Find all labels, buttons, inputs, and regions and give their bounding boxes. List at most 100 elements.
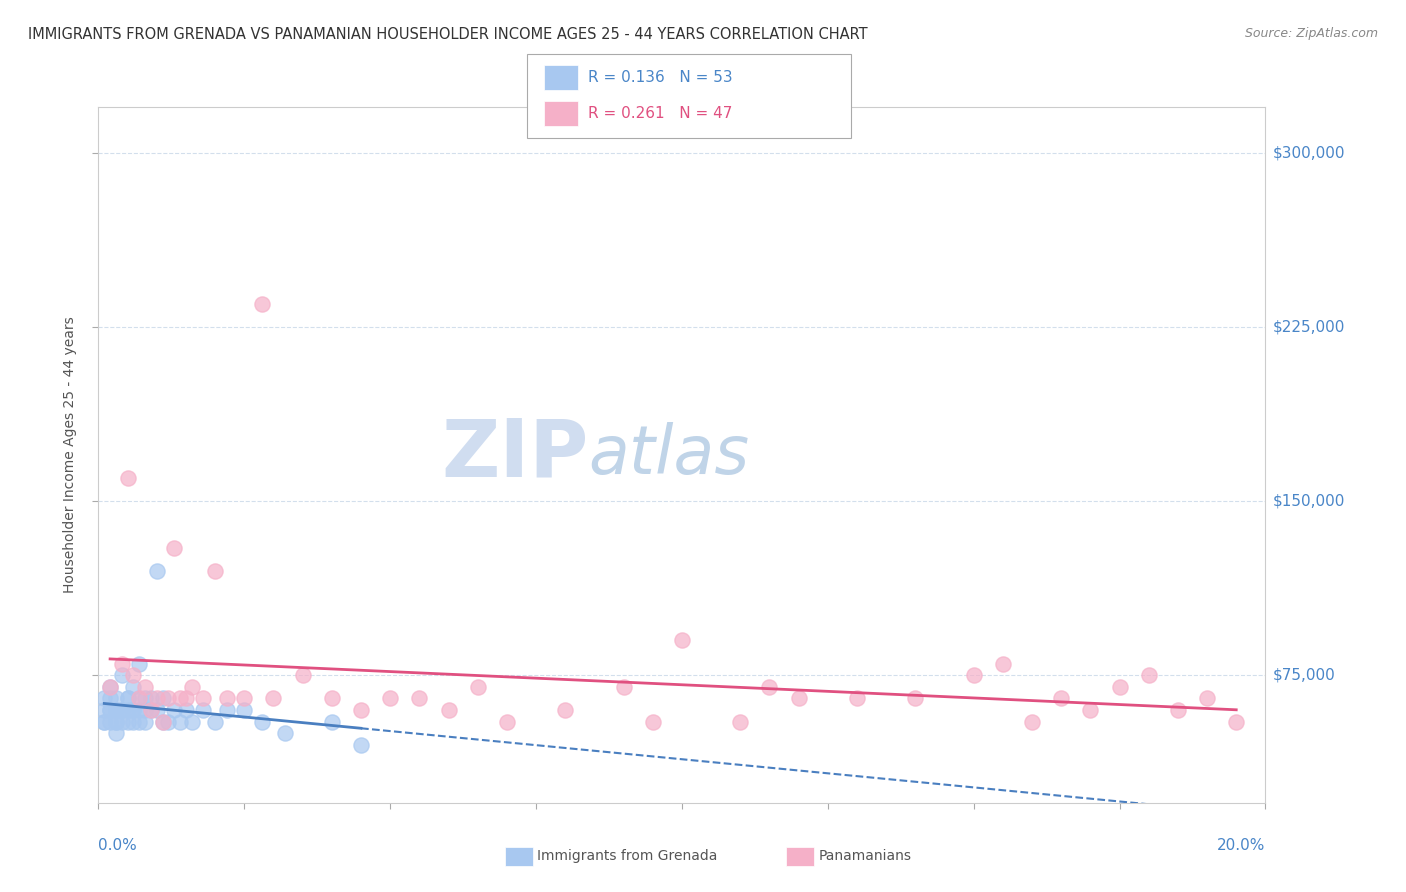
Point bbox=[845, 691, 868, 706]
Point bbox=[104, 714, 127, 729]
Text: 0.0%: 0.0% bbox=[98, 838, 138, 854]
Point bbox=[93, 714, 115, 729]
Point bbox=[146, 564, 169, 578]
Text: $225,000: $225,000 bbox=[1272, 320, 1344, 334]
Text: 20.0%: 20.0% bbox=[1218, 838, 1265, 854]
Point bbox=[122, 703, 145, 717]
Point bbox=[93, 714, 115, 729]
Point bbox=[787, 691, 810, 706]
Point bbox=[122, 703, 145, 717]
Point bbox=[146, 703, 169, 717]
Point bbox=[157, 714, 180, 729]
Point bbox=[111, 714, 134, 729]
Point bbox=[111, 703, 134, 717]
Point bbox=[641, 714, 664, 729]
Point bbox=[437, 703, 460, 717]
Point bbox=[215, 691, 238, 706]
Point bbox=[98, 714, 121, 729]
Point bbox=[146, 691, 169, 706]
Point bbox=[169, 714, 191, 729]
Point bbox=[991, 657, 1014, 671]
Point bbox=[174, 703, 197, 717]
Point bbox=[122, 714, 145, 729]
Point bbox=[128, 657, 150, 671]
Point bbox=[180, 680, 202, 694]
Point bbox=[1080, 703, 1102, 717]
Point bbox=[728, 714, 751, 729]
Point bbox=[152, 714, 174, 729]
Text: ZIP: ZIP bbox=[441, 416, 589, 494]
Point bbox=[93, 703, 115, 717]
Point bbox=[134, 714, 156, 729]
Point bbox=[250, 297, 273, 311]
Point bbox=[671, 633, 693, 648]
Point bbox=[1050, 691, 1073, 706]
Text: $300,000: $300,000 bbox=[1272, 146, 1346, 161]
Point bbox=[111, 668, 134, 682]
Point bbox=[193, 691, 215, 706]
Point bbox=[904, 691, 927, 706]
Text: Source: ZipAtlas.com: Source: ZipAtlas.com bbox=[1244, 27, 1378, 40]
Point bbox=[1021, 714, 1043, 729]
Text: atlas: atlas bbox=[589, 422, 749, 488]
Point bbox=[122, 668, 145, 682]
Point bbox=[98, 680, 121, 694]
Point bbox=[350, 703, 373, 717]
Point bbox=[193, 703, 215, 717]
Text: R = 0.136   N = 53: R = 0.136 N = 53 bbox=[588, 70, 733, 85]
Point bbox=[378, 691, 402, 706]
Point bbox=[1137, 668, 1160, 682]
Point bbox=[128, 714, 150, 729]
Point bbox=[233, 691, 256, 706]
Point bbox=[122, 680, 145, 694]
Point bbox=[117, 714, 139, 729]
Point bbox=[204, 714, 226, 729]
Point bbox=[128, 691, 150, 706]
Text: R = 0.261   N = 47: R = 0.261 N = 47 bbox=[588, 106, 733, 120]
Point bbox=[174, 691, 197, 706]
Point bbox=[104, 703, 127, 717]
Text: Panamanians: Panamanians bbox=[818, 849, 911, 863]
Point bbox=[98, 703, 121, 717]
Y-axis label: Householder Income Ages 25 - 44 years: Householder Income Ages 25 - 44 years bbox=[63, 317, 77, 593]
Text: $150,000: $150,000 bbox=[1272, 494, 1344, 508]
Point bbox=[180, 714, 202, 729]
Point bbox=[321, 691, 343, 706]
Point bbox=[350, 738, 373, 752]
Point bbox=[321, 714, 343, 729]
Point bbox=[1167, 703, 1189, 717]
Point bbox=[139, 703, 162, 717]
Point bbox=[134, 691, 156, 706]
Point bbox=[612, 680, 634, 694]
Point bbox=[93, 691, 115, 706]
Point bbox=[495, 714, 517, 729]
Point bbox=[163, 703, 186, 717]
Point bbox=[1195, 691, 1218, 706]
Point bbox=[104, 714, 127, 729]
Point bbox=[117, 703, 139, 717]
Point bbox=[163, 541, 186, 555]
Point bbox=[134, 703, 156, 717]
Point bbox=[117, 691, 139, 706]
Point bbox=[215, 703, 238, 717]
Point bbox=[152, 691, 174, 706]
Point bbox=[104, 726, 127, 740]
Point bbox=[250, 714, 273, 729]
Point bbox=[117, 471, 139, 485]
Point bbox=[204, 564, 226, 578]
Point bbox=[139, 703, 162, 717]
Point bbox=[139, 691, 162, 706]
Point bbox=[128, 691, 150, 706]
Point bbox=[157, 691, 180, 706]
Point bbox=[467, 680, 489, 694]
Point bbox=[169, 691, 191, 706]
Point bbox=[128, 703, 150, 717]
Point bbox=[274, 726, 297, 740]
Text: Immigrants from Grenada: Immigrants from Grenada bbox=[537, 849, 717, 863]
Point bbox=[134, 680, 156, 694]
Point bbox=[1108, 680, 1130, 694]
Point bbox=[962, 668, 984, 682]
Point bbox=[291, 668, 314, 682]
Text: IMMIGRANTS FROM GRENADA VS PANAMANIAN HOUSEHOLDER INCOME AGES 25 - 44 YEARS CORR: IMMIGRANTS FROM GRENADA VS PANAMANIAN HO… bbox=[28, 27, 868, 42]
Point bbox=[408, 691, 430, 706]
